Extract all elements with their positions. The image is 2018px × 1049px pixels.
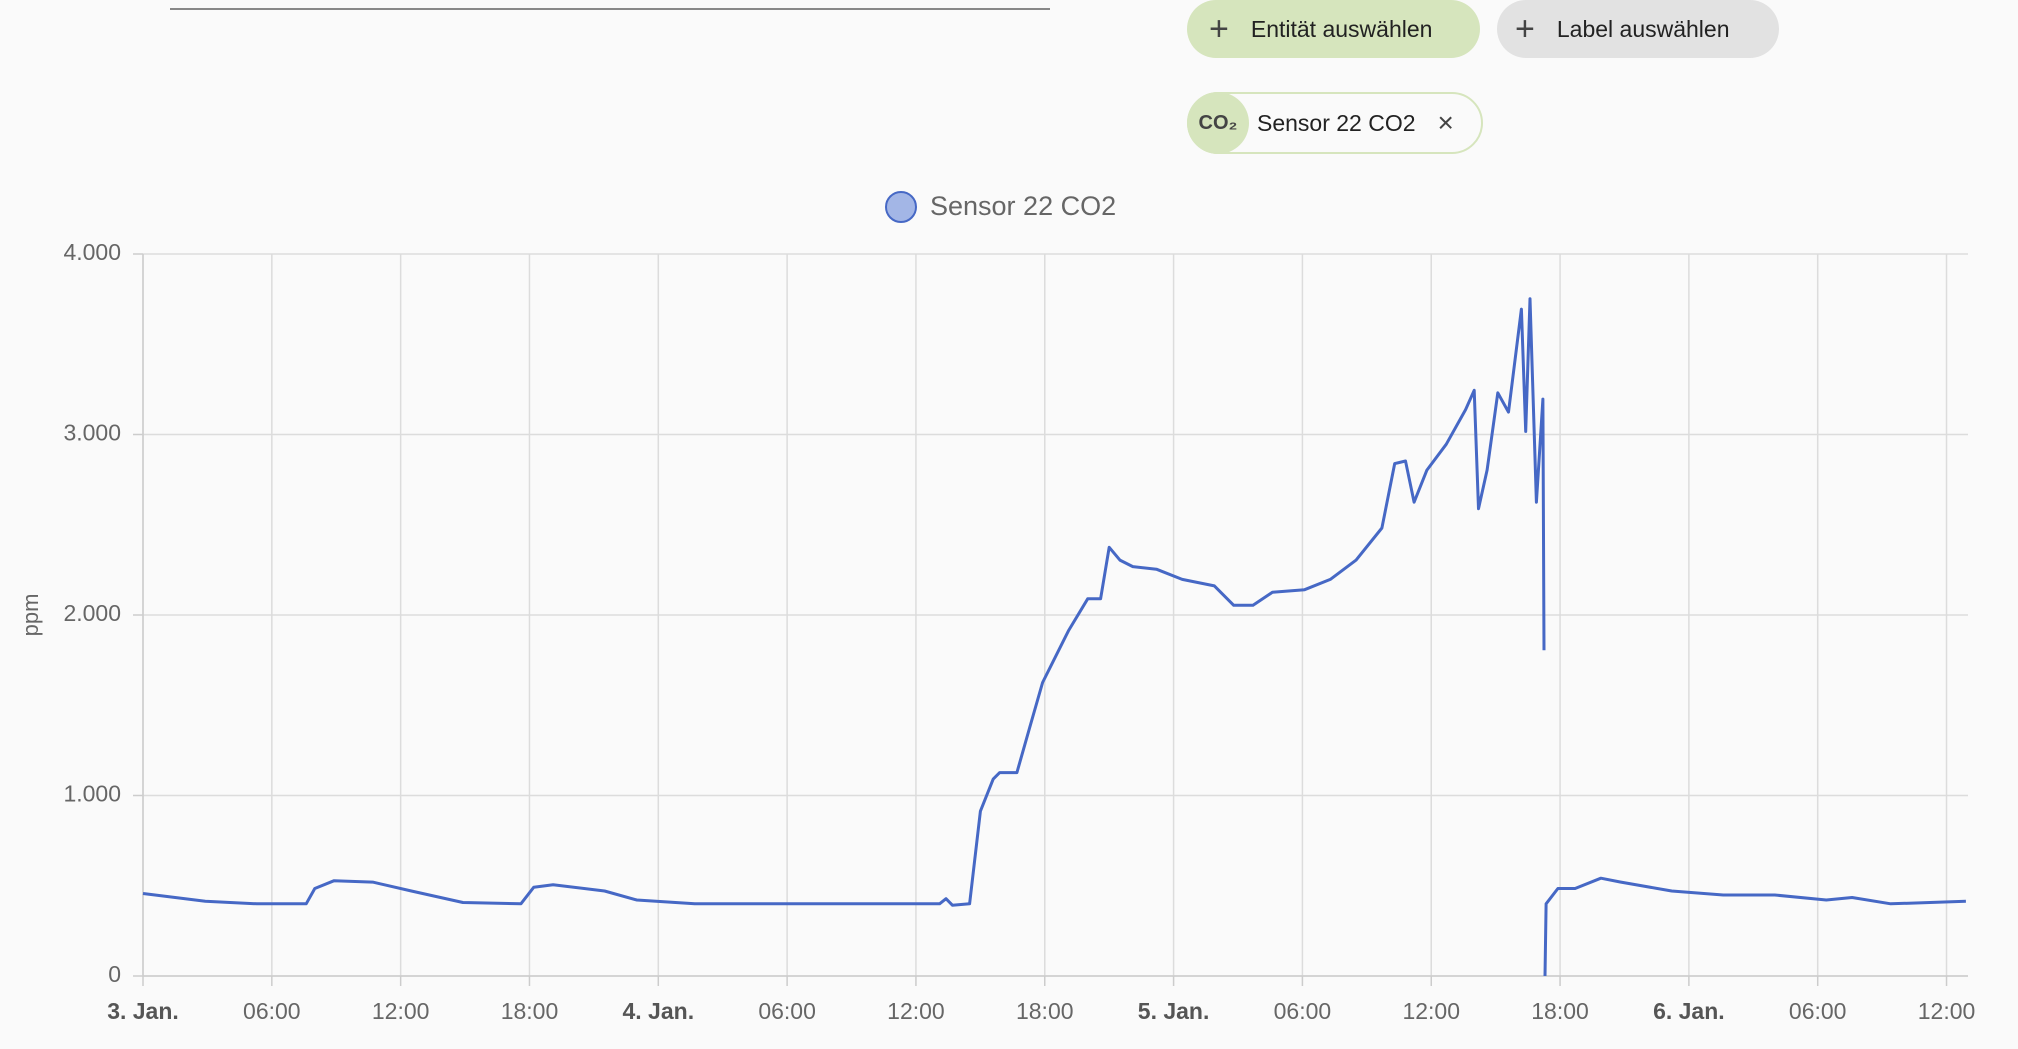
- plus-icon: +: [1515, 9, 1535, 48]
- legend-label[interactable]: Sensor 22 CO2: [930, 191, 1116, 221]
- y-tick-label: 2.000: [63, 600, 121, 626]
- chip-remove[interactable]: ×: [1437, 107, 1454, 138]
- search-underline: [170, 8, 1050, 10]
- chip-label: Sensor 22 CO2: [1257, 109, 1416, 136]
- x-tick-label: 3. Jan.: [107, 998, 179, 1024]
- x-tick-label: 18:00: [1016, 998, 1074, 1024]
- x-tick-label: 18:00: [501, 998, 559, 1024]
- x-tick-label: 4. Jan.: [622, 998, 694, 1024]
- chip-icon: CO₂: [1187, 92, 1249, 154]
- entity-button[interactable]: + Entität auswählen: [1187, 0, 1480, 58]
- y-tick-label: 0: [108, 961, 121, 987]
- legend-marker[interactable]: [885, 191, 917, 223]
- y-tick-label: 4.000: [63, 239, 121, 265]
- x-tick-label: 12:00: [887, 998, 945, 1024]
- data-line: [142, 297, 1966, 977]
- entity-chip: CO₂ Sensor 22 CO2 ×: [1187, 92, 1483, 154]
- y-tick-label: 3.000: [63, 420, 121, 446]
- y-axis-label: ppm: [18, 594, 43, 637]
- x-tick-label: 12:00: [1918, 998, 1976, 1024]
- x-tick-label: 06:00: [758, 998, 816, 1024]
- button-label: Label auswählen: [1556, 15, 1730, 42]
- x-tick-label: 12:00: [1402, 998, 1460, 1024]
- y-tick-label: 1.000: [63, 781, 121, 807]
- x-tick-label: 12:00: [372, 998, 430, 1024]
- x-tick-label: 18:00: [1531, 998, 1589, 1024]
- x-tick-label: 06:00: [243, 998, 301, 1024]
- x-tick-label: 06:00: [1274, 998, 1332, 1024]
- x-tick-label: 6. Jan.: [1653, 998, 1725, 1024]
- plus-icon: +: [1209, 9, 1229, 48]
- x-tick-label: 06:00: [1789, 998, 1847, 1024]
- button-label: Entität auswählen: [1250, 15, 1433, 42]
- label-button[interactable]: + Label auswählen: [1497, 0, 1779, 58]
- x-tick-label: 5. Jan.: [1138, 998, 1210, 1024]
